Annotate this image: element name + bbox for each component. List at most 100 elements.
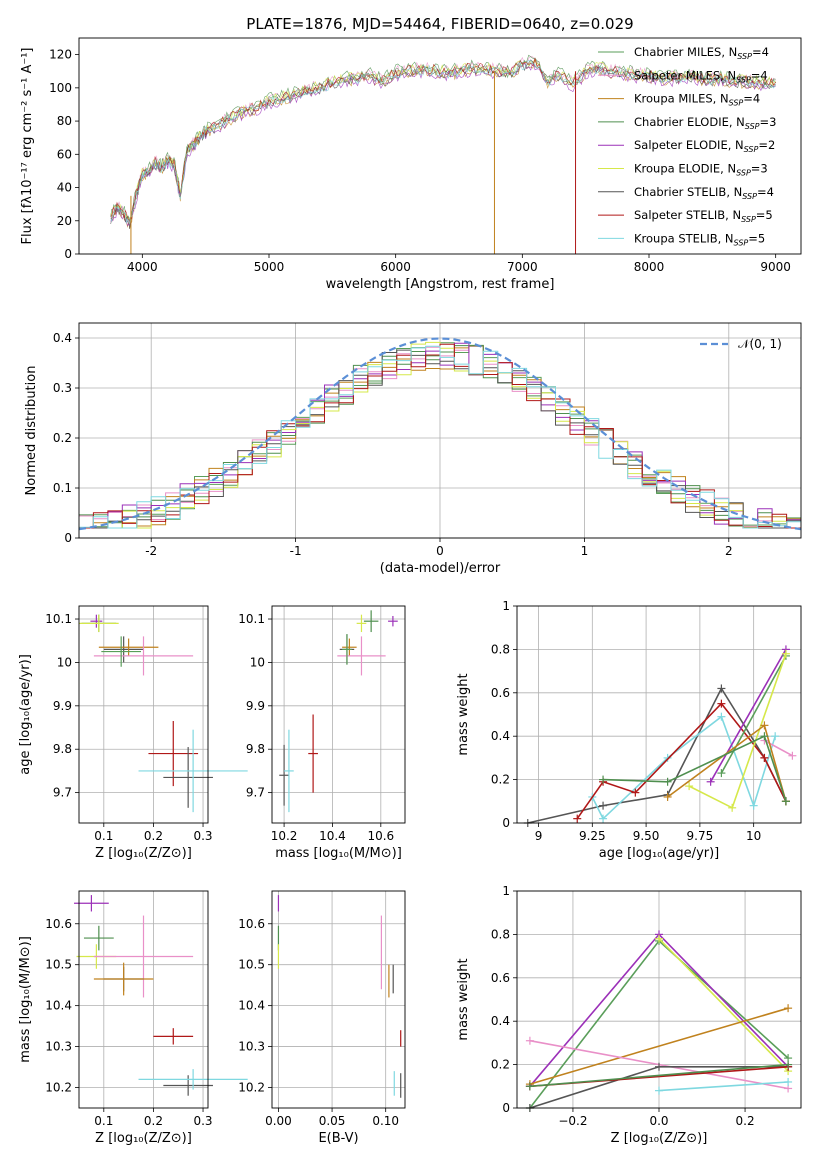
x-tick-label: 5000: [254, 260, 285, 274]
figure-title: PLATE=1876, MJD=54464, FIBERID=0640, z=0…: [246, 15, 633, 33]
x-tick-label: 9000: [760, 260, 791, 274]
x-tick-label: 0.2: [736, 1114, 755, 1128]
y-tick-label: 10.4: [45, 999, 72, 1013]
x-tick-label: 0.1: [94, 1114, 113, 1128]
normal-curve: [78, 337, 802, 531]
y-tick-label: 0: [64, 247, 72, 261]
x-tick-label: 0.3: [193, 1114, 212, 1128]
axes-frame: [78, 605, 209, 824]
weight-line: [720, 655, 787, 774]
y-tick-label: 9.9: [53, 699, 72, 713]
legend-label: Kroupa STELIB, NSSP=5: [634, 231, 765, 247]
y-axis-label: mass weight: [456, 958, 471, 1040]
weight-line: [591, 715, 776, 821]
weight-line: [603, 735, 787, 802]
x-tick-label: 7000: [507, 260, 538, 274]
y-tick-label: 60: [57, 147, 72, 161]
x-axis-label: Z [log₁₀(Z/Z⊙)]: [95, 1131, 192, 1146]
x-tick-label: 10.2: [271, 829, 298, 843]
weight-line: [709, 649, 787, 783]
y-tick-label: 10.1: [45, 612, 72, 626]
y-tick-label: 10.5: [238, 958, 265, 972]
x-tick-label: 0.05: [319, 1114, 346, 1128]
spectrum-line: [110, 57, 776, 225]
weight-line: [658, 938, 789, 1072]
x-tick-label: 2: [725, 544, 733, 558]
legend-label: Salpeter ELODIE, NSSP=2: [634, 138, 775, 154]
weight-line: [529, 1063, 789, 1088]
axes-frame: [516, 605, 802, 824]
y-tick-label: 10.1: [238, 612, 265, 626]
y-tick-label: 1: [502, 599, 510, 613]
y-axis-label: mass [log₁₀(M/M⊙)]: [18, 936, 33, 1063]
y-tick-label: 0.4: [491, 1014, 510, 1028]
x-tick-label: 9.25: [579, 829, 606, 843]
x-tick-label: -1: [290, 544, 302, 558]
x-axis-label: age [log₁₀(age/yr)]: [599, 846, 720, 861]
y-tick-label: 80: [57, 114, 72, 128]
x-tick-label: 10.6: [367, 829, 394, 843]
weight-line: [658, 1081, 789, 1092]
x-tick-label: 0.2: [144, 829, 163, 843]
y-tick-label: 20: [57, 214, 72, 228]
legend-label: Chabrier STELIB, NSSP=4: [634, 185, 774, 201]
y-tick-label: 9.7: [53, 786, 72, 800]
x-axis-label: Z [log₁₀(Z/Z⊙)]: [95, 846, 192, 861]
y-tick-label: 0.1: [53, 481, 72, 495]
legend-label: Chabrier ELODIE, NSSP=3: [634, 115, 776, 131]
y-tick-label: 0.8: [491, 642, 510, 656]
histogram-series: [79, 345, 801, 529]
x-tick-label: 9.75: [687, 829, 714, 843]
y-tick-label: 10: [250, 655, 265, 669]
legend-label: Salpeter MILES, NSSP=4: [634, 68, 768, 84]
y-tick-label: 10.6: [45, 917, 72, 931]
x-axis-label: Z [log₁₀(Z/Z⊙)]: [611, 1131, 708, 1146]
x-tick-label: 1: [581, 544, 589, 558]
y-tick-label: 0.6: [491, 971, 510, 985]
y-tick-label: 0.2: [53, 431, 72, 445]
x-axis-label: wavelength [Angstrom, rest frame]: [326, 277, 555, 292]
x-tick-label: 0.00: [265, 1114, 292, 1128]
y-tick-label: 1: [502, 884, 510, 898]
y-tick-label: 0: [64, 531, 72, 545]
x-tick-label: 0.1: [94, 829, 113, 843]
x-tick-label: 10: [746, 829, 761, 843]
y-tick-label: 9.9: [246, 699, 265, 713]
y-tick-label: 0: [502, 816, 510, 830]
x-tick-label: 9.50: [633, 829, 660, 843]
y-tick-label: 0.6: [491, 686, 510, 700]
x-axis-label: (data-model)/error: [380, 561, 501, 576]
axes-frame: [78, 37, 802, 255]
y-tick-label: 10.3: [45, 1040, 72, 1054]
y-tick-label: 9.7: [246, 786, 265, 800]
spectrum-line: [110, 54, 776, 222]
y-tick-label: 10.6: [238, 917, 265, 931]
axes-frame: [78, 322, 802, 539]
histogram-series: [79, 343, 801, 529]
y-tick-label: 0.3: [53, 381, 72, 395]
legend-label: Chabrier MILES, NSSP=4: [634, 45, 769, 61]
y-tick-label: 10.4: [238, 999, 265, 1013]
y-tick-label: 10.2: [45, 1081, 72, 1095]
x-axis-label: mass [log₁₀(M/M⊙)]: [275, 846, 402, 861]
axes-frame: [516, 890, 802, 1109]
y-tick-label: 0.2: [491, 1058, 510, 1072]
y-tick-label: 100: [49, 81, 72, 95]
legend-label: Salpeter STELIB, NSSP=5: [634, 208, 773, 224]
x-tick-label: 0.0: [649, 1114, 668, 1128]
y-tick-label: 0: [502, 1101, 510, 1115]
x-tick-label: 0.2: [144, 1114, 163, 1128]
y-tick-label: 10.2: [238, 1081, 265, 1095]
y-tick-label: 9.8: [53, 742, 72, 756]
axes-frame: [78, 890, 209, 1109]
x-tick-label: −0.2: [558, 1114, 587, 1128]
x-tick-label: 6000: [380, 260, 411, 274]
axes-frame: [271, 890, 406, 1109]
y-tick-label: 10.5: [45, 958, 72, 972]
legend-label: 𝒩(0, 1): [738, 337, 782, 351]
y-tick-label: 40: [57, 181, 72, 195]
x-axis-label: E(B-V): [318, 1131, 358, 1146]
x-tick-label: 0.3: [193, 829, 212, 843]
weight-line: [527, 686, 787, 824]
